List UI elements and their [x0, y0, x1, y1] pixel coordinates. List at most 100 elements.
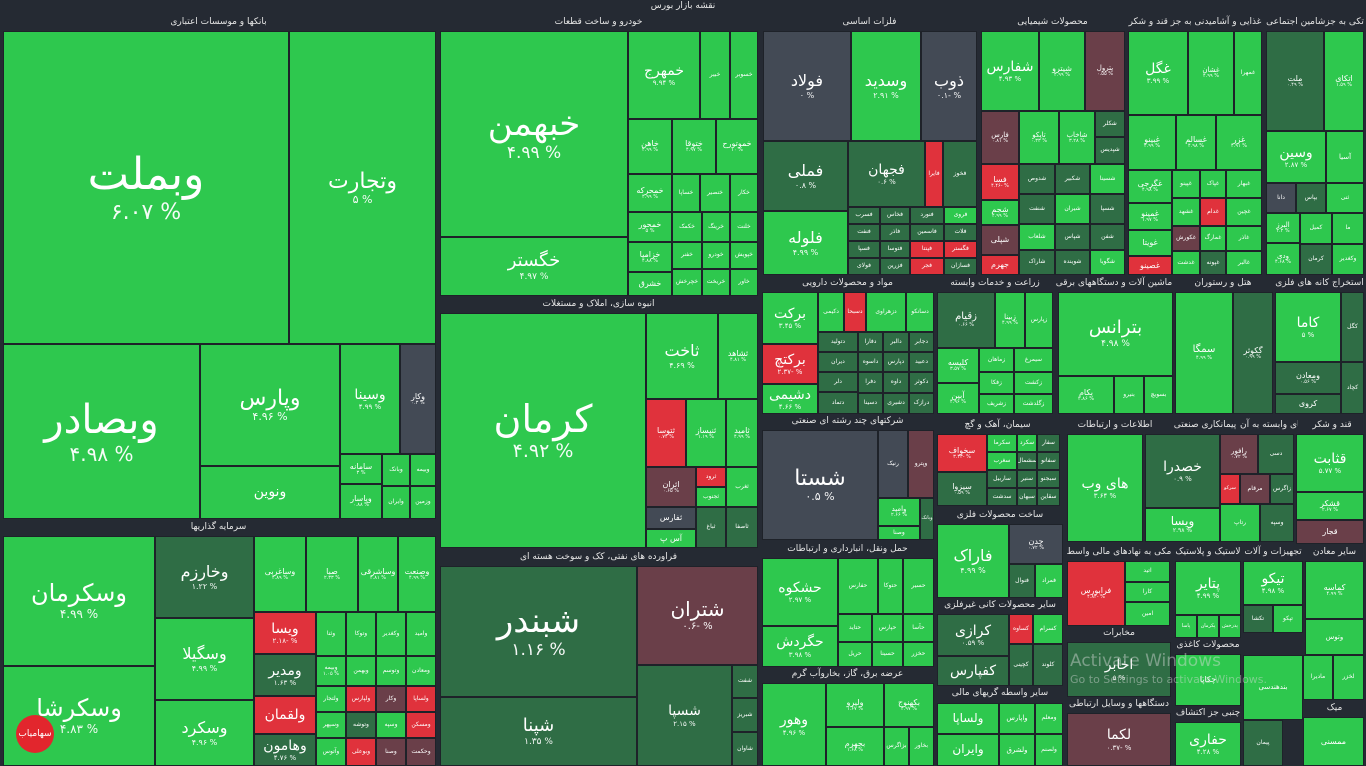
stock-tile[interactable]: ویسا ۲.۹۸ %	[1145, 508, 1220, 542]
stock-tile[interactable]: ومعادن ۰.۵۶ %	[1275, 362, 1341, 394]
stock-tile[interactable]: کچاد	[1341, 362, 1364, 414]
stock-tile[interactable]: فسازان	[944, 258, 977, 275]
stock-tile[interactable]: وساشرقی ۴.۸۱ %	[358, 536, 398, 612]
stock-tile[interactable]: وسپهر	[316, 712, 346, 738]
stock-tile[interactable]: وتجارت ۵ %	[289, 31, 436, 344]
stock-tile[interactable]: تاپکو ۰.۳۳ %	[1019, 111, 1059, 164]
stock-tile[interactable]: وکغدیر	[376, 612, 406, 656]
stock-tile[interactable]: فتوسا	[880, 241, 910, 258]
stock-tile[interactable]: دالبر	[883, 332, 909, 352]
stock-tile[interactable]: شاراک	[1019, 250, 1055, 275]
stock-tile[interactable]: ولیرو ۱.۶۷ %	[826, 683, 884, 727]
stock-tile[interactable]: خودرو	[702, 242, 730, 269]
stock-tile[interactable]: ثاصفا	[726, 507, 758, 548]
stock-tile[interactable]: غگل ۳.۹۹ %	[1128, 31, 1188, 115]
stock-tile[interactable]: سمگا ۴.۹۹ %	[1175, 292, 1233, 414]
stock-tile[interactable]: وهامون ۴.۷۶ %	[254, 734, 316, 766]
stock-tile[interactable]: حفارس	[838, 558, 878, 614]
stock-tile[interactable]: شبندر ۱.۱۶ %	[440, 566, 637, 697]
stock-tile[interactable]: خلنت	[730, 212, 758, 242]
stock-tile[interactable]: شیترو ۴.۹۹ %	[1039, 31, 1085, 111]
stock-tile[interactable]: خنصیر	[700, 174, 730, 212]
stock-tile[interactable]: فجهان ۰.۶ %	[848, 141, 925, 207]
stock-tile[interactable]: غمارگ	[1200, 226, 1226, 251]
stock-tile[interactable]: آس پ	[646, 529, 696, 548]
stock-tile[interactable]: شیران	[1055, 194, 1090, 224]
stock-tile[interactable]: قجار	[1296, 520, 1364, 544]
stock-tile[interactable]: دشیری	[883, 393, 909, 414]
stock-tile[interactable]: ثشاهد ۴.۸۱ %	[718, 313, 758, 399]
stock-tile[interactable]: ولساپا	[937, 703, 999, 734]
stock-tile[interactable]: غمینو ۱.۹۷ %	[1128, 203, 1172, 230]
stock-tile[interactable]: خموتورح ۱۰ %	[716, 119, 758, 174]
stock-tile[interactable]: فنورد	[910, 207, 944, 224]
stock-tile[interactable]: دسینا	[858, 393, 883, 414]
stock-tile[interactable]: واپارس	[999, 703, 1035, 734]
stock-tile[interactable]: ما	[1332, 213, 1364, 244]
stock-tile[interactable]: فنوال	[1009, 564, 1035, 598]
stock-tile[interactable]: وامید ۲.۶۶ %	[878, 498, 920, 526]
stock-tile[interactable]: غچین	[1226, 198, 1262, 226]
stock-tile[interactable]: خمحرکه ۴.۹۹ %	[628, 174, 672, 212]
stock-tile[interactable]: فایرا	[925, 141, 943, 207]
stock-tile[interactable]: فمراد	[1035, 564, 1063, 598]
stock-tile[interactable]: فاذر	[880, 224, 910, 241]
stock-tile[interactable]: وسینا ۴.۹۹ %	[340, 344, 400, 454]
stock-tile[interactable]: اثران ۰.۶۵ %	[646, 467, 696, 507]
stock-tile[interactable]: کرمان	[1300, 244, 1332, 275]
stock-tile[interactable]: شتران ۰.۶- %	[637, 566, 758, 665]
stock-tile[interactable]: فلات	[944, 224, 977, 241]
stock-tile[interactable]: غاذر	[1226, 226, 1262, 251]
stock-tile[interactable]: فخوز	[943, 141, 977, 207]
stock-tile[interactable]: چکاپا	[1175, 654, 1241, 706]
stock-tile[interactable]: حخزر	[903, 642, 934, 667]
stock-tile[interactable]: لخزر	[1333, 655, 1364, 700]
stock-tile[interactable]: بکام ۲.۸۶ %	[1058, 376, 1114, 414]
stock-tile[interactable]: ذوب ۰.۱- %	[921, 31, 977, 141]
stock-tile[interactable]: بندهندسی	[1243, 655, 1303, 720]
stock-tile[interactable]: شسپا	[1090, 194, 1125, 224]
stock-tile[interactable]: سغرب	[987, 452, 1017, 470]
stock-tile[interactable]: وآتوس	[316, 738, 346, 766]
stock-tile[interactable]: های وب ۳.۶۴ %	[1067, 434, 1143, 542]
stock-tile[interactable]: ولقمان	[254, 696, 316, 734]
stock-tile[interactable]: شگویا	[1090, 250, 1125, 275]
stock-tile[interactable]: شکلر	[1095, 111, 1125, 137]
stock-tile[interactable]: خفنر	[672, 242, 702, 269]
stock-tile[interactable]: وبصادر ۴.۹۸ %	[3, 344, 200, 519]
stock-tile[interactable]: شبریز	[732, 698, 758, 732]
stock-tile[interactable]: دفارا	[858, 332, 883, 352]
stock-tile[interactable]: وحکمت	[406, 738, 436, 766]
stock-tile[interactable]: شسپا ۲.۱۵ %	[637, 665, 732, 766]
stock-tile[interactable]: فزرین	[880, 258, 910, 275]
stock-tile[interactable]: غبهار	[1226, 170, 1262, 198]
stock-tile[interactable]: دتولید	[818, 332, 858, 352]
stock-tile[interactable]: ممسنی	[1303, 717, 1364, 766]
stock-tile[interactable]: البرز ۲.۲ %	[1266, 213, 1300, 243]
stock-tile[interactable]: وبیمه	[410, 454, 436, 486]
stock-tile[interactable]: شفارس ۴.۹۳ %	[981, 31, 1039, 111]
stock-tile[interactable]: خشرق	[628, 272, 672, 296]
stock-tile[interactable]: وساغربی ۴.۸۹ %	[254, 536, 306, 612]
stock-tile[interactable]: خاور	[730, 269, 758, 296]
stock-tile[interactable]: ویسا ۲.۱۸- %	[254, 612, 316, 654]
stock-tile[interactable]: خکمک	[672, 212, 702, 242]
stock-tile[interactable]: بسویچ	[1144, 376, 1173, 414]
stock-tile[interactable]: فنفت	[848, 224, 880, 241]
stock-tile[interactable]: وتوشه	[346, 712, 376, 738]
stock-tile[interactable]: سبجنو	[1037, 470, 1060, 488]
stock-tile[interactable]: فاراک ۴.۹۹ %	[937, 524, 1009, 598]
stock-tile[interactable]: پدرخش	[1219, 615, 1241, 638]
stock-tile[interactable]: شپدیس	[1095, 137, 1125, 164]
stock-tile[interactable]: رتاپ	[1220, 504, 1260, 542]
stock-tile[interactable]: کرازی ۰.۵۹ %	[937, 614, 1009, 656]
stock-tile[interactable]: دتماد	[818, 392, 858, 414]
stock-tile[interactable]: خبهمن ۴.۹۹ %	[440, 31, 628, 237]
stock-tile[interactable]: وسکرمان ۴.۹۹ %	[3, 536, 155, 666]
stock-tile[interactable]: فسپا	[848, 241, 880, 258]
stock-tile[interactable]: تپکو	[1273, 605, 1303, 633]
stock-tile[interactable]: دشیمی ۴.۶۶ %	[762, 384, 818, 414]
stock-tile[interactable]: دانا	[1266, 183, 1296, 213]
stock-tile[interactable]: شجم ۴.۹۹ %	[981, 200, 1019, 225]
stock-tile[interactable]: دفرا	[858, 372, 883, 393]
